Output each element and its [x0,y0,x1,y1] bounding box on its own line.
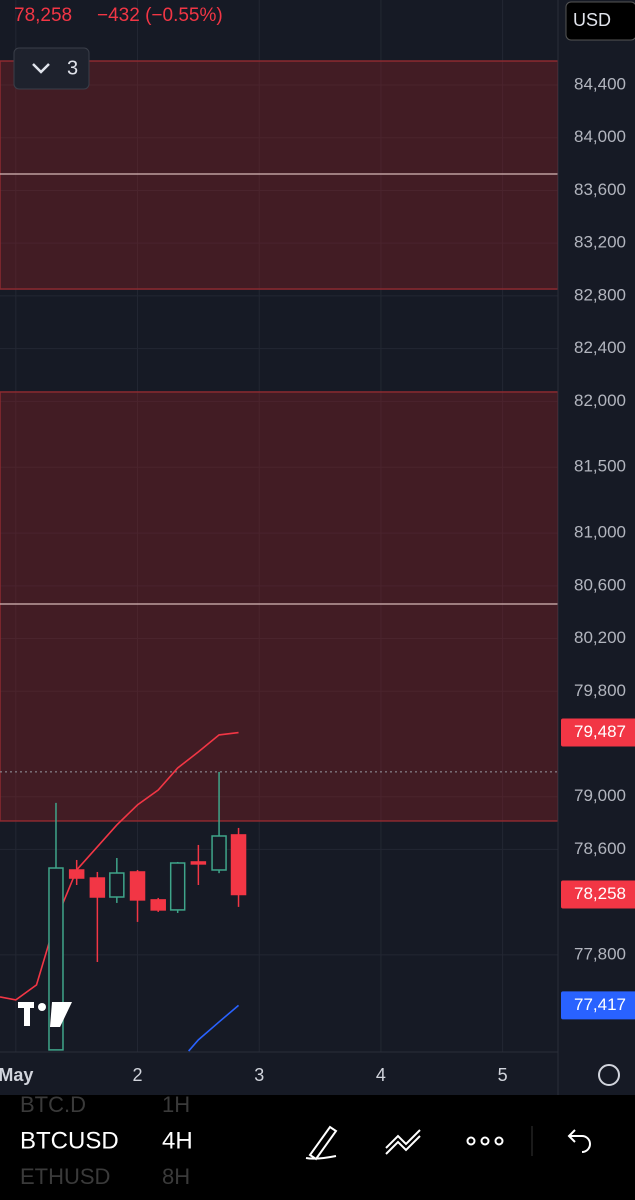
y-tick-label: 78,600 [574,839,626,858]
x-tick-label: May [0,1065,33,1085]
price-tag [561,718,635,747]
y-tick-label: 84,000 [574,127,626,146]
price-tag-label: 79,487 [574,722,626,741]
indicator-line [0,731,239,1001]
draw-icon[interactable] [305,1125,338,1161]
resistance-zone [0,60,558,290]
plot-area [0,0,558,1052]
x-tick-label: 4 [376,1065,386,1085]
price-tag-label: 77,417 [574,995,626,1014]
currency-button[interactable] [565,1,635,41]
more-icon[interactable] [466,1136,504,1146]
indicators-toggle[interactable] [13,47,90,90]
candle-body [169,862,186,911]
candle-body [230,834,247,896]
y-tick-label: 79,000 [574,786,626,805]
chevron-icon [32,63,50,74]
y-tick-label: 80,600 [574,575,626,594]
y-tick-label: 83,200 [574,233,626,252]
symbol-interval[interactable]: 1H [162,1092,190,1117]
y-tick-label: 77,800 [574,944,626,963]
symbol-interval[interactable]: 4H [162,1127,193,1154]
candle-body [129,871,146,901]
tv-logo [18,1002,72,1027]
y-tick-label: 79,800 [574,681,626,700]
symbol-name[interactable]: ETHUSD [20,1164,110,1189]
indicator-line [188,1004,240,1052]
indicator-icon[interactable] [385,1129,421,1155]
candle-body [68,869,85,879]
header-price: 78,258 [14,5,72,26]
y-tick-label: 81,000 [574,523,626,542]
resistance-zone [0,391,558,822]
candle-body [211,835,227,871]
chart-background [0,0,635,1095]
price-tag-label: 78,258 [574,884,626,903]
y-tick-label: 82,000 [574,391,626,410]
symbol-name[interactable]: BTC.D [20,1092,86,1117]
y-tick-label: 82,400 [574,338,626,357]
candle-body [89,877,106,898]
symbol-interval[interactable]: 8H [162,1164,190,1189]
currency-label: USD [573,10,611,30]
x-tick-label: 5 [498,1065,508,1085]
x-tick-label: 2 [133,1065,143,1085]
symbol-name[interactable]: BTCUSD [20,1127,119,1154]
y-tick-label: 84,400 [574,74,626,93]
settings-icon[interactable] [598,1064,620,1086]
x-tick-label: 3 [254,1065,264,1085]
y-tick-label: 80,200 [574,628,626,647]
undo-icon[interactable] [567,1129,591,1153]
header-change: −432 (−0.55%) [97,5,223,26]
bottom-toolbar [0,1095,635,1200]
candle-body [190,861,207,865]
y-tick-label: 81,500 [574,457,626,476]
candle-body [109,872,125,898]
y-tick-label: 83,600 [574,180,626,199]
indicator-count: 3 [67,57,78,79]
candle-body [150,899,166,911]
price-tag [561,991,635,1020]
y-tick-label: 82,800 [574,285,626,304]
price-tag [561,880,635,909]
